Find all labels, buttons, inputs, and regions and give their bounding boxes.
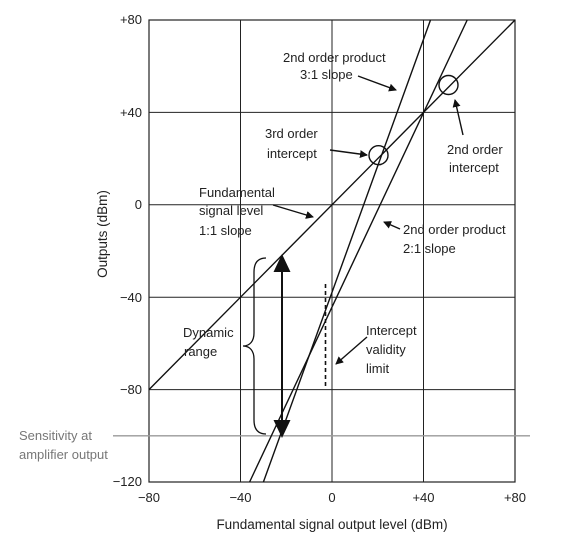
dynamic-range-brace xyxy=(242,257,267,435)
intercept3-label-line1: 3rd order xyxy=(265,126,318,141)
x-axis-title: Fundamental signal output level (dBm) xyxy=(216,517,447,532)
second-order-intercept-marker xyxy=(438,74,459,96)
x-tick-label: −80 xyxy=(138,490,160,505)
y-tick-label: −120 xyxy=(113,474,142,489)
dynamic-range-label-line2: range xyxy=(184,344,217,359)
dynamic-range-arrow xyxy=(273,254,291,438)
intercept2-label-line1: 2nd order xyxy=(447,142,503,157)
third-order-line xyxy=(262,19,432,483)
fundamental-line xyxy=(148,19,516,391)
x-tick-label: −40 xyxy=(229,490,251,505)
fundamental-label-line2: signal level xyxy=(199,203,263,218)
x-tick-label: +80 xyxy=(504,490,526,505)
second-order-line xyxy=(248,19,468,483)
product2-label-line2: 2:1 slope xyxy=(403,241,456,256)
y-tick-label: +80 xyxy=(120,12,142,27)
y-tick-label: +40 xyxy=(120,105,142,120)
sensitivity-label-line2: amplifier output xyxy=(19,447,108,462)
validity-label-line2: validity xyxy=(366,342,406,357)
product3-label-line2: 3:1 slope xyxy=(300,67,353,82)
y-tick-label: 0 xyxy=(135,197,142,212)
x-tick-label: 0 xyxy=(328,490,335,505)
fundamental-label-line1: Fundamental xyxy=(199,185,275,200)
x-tick-label: +40 xyxy=(412,490,434,505)
series-lines xyxy=(148,19,516,483)
product3-label-line1: 2nd order product xyxy=(283,50,386,65)
product2-label-line1: 2nd order product xyxy=(403,222,506,237)
y-axis-title: Outputs (dBm) xyxy=(95,190,110,278)
y-tick-labels: +80 +40 0 −40 −80 −120 xyxy=(113,12,142,489)
validity-label-line3: limit xyxy=(366,361,389,376)
annotation-arrows xyxy=(272,75,464,365)
validity-label-line1: Intercept xyxy=(366,323,417,338)
intercept3-label-line2: intercept xyxy=(267,146,317,161)
sensitivity-label-line1: Sensitivity at xyxy=(19,428,92,443)
y-tick-label: −80 xyxy=(120,382,142,397)
intercept2-label-line2: intercept xyxy=(449,160,499,175)
third-order-intercept-marker xyxy=(368,144,389,166)
fundamental-label-line3: 1:1 slope xyxy=(199,223,252,238)
y-tick-label: −40 xyxy=(120,290,142,305)
dynamic-range-label-line1: Dynamic xyxy=(183,325,234,340)
x-tick-labels: −80 −40 0 +40 +80 xyxy=(138,490,526,505)
grid xyxy=(149,20,515,482)
